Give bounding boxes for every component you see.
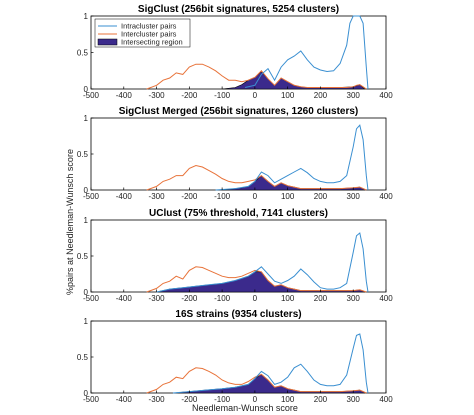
panel-title: SigClust (256bit signatures, 5254 cluste… — [138, 4, 339, 15]
intracluster-line — [215, 124, 369, 191]
panel-title: SigClust Merged (256bit signatures, 1260… — [119, 106, 359, 117]
x-tick-label: 200 — [314, 395, 328, 404]
x-axis-label: Needleman-Wunsch score — [192, 403, 298, 413]
axes-box — [90, 117, 387, 191]
y-tick-label: 1 — [84, 12, 89, 21]
x-tick-label: -100 — [214, 192, 231, 201]
x-tick-label: -100 — [214, 395, 231, 404]
x-tick-label: -500 — [83, 395, 100, 404]
x-tick-label: -400 — [116, 395, 133, 404]
intercluster-line — [146, 266, 367, 293]
y-tick-label: 1 — [84, 216, 89, 225]
x-tick-label: -300 — [149, 91, 166, 100]
intercluster-line — [146, 63, 367, 90]
y-tick-label: 0.5 — [77, 252, 89, 261]
x-tick-label: -100 — [214, 294, 231, 303]
panel-title: UClust (75% threshold, 7141 clusters) — [149, 208, 328, 219]
x-tick-label: 100 — [281, 91, 295, 100]
x-tick-label: 100 — [281, 395, 295, 404]
x-tick-label: -200 — [181, 192, 198, 201]
x-tick-label: -400 — [116, 192, 133, 201]
x-tick-label: 400 — [379, 395, 393, 404]
y-axis-label: %pairs at Needleman-Wunsch score — [65, 149, 75, 295]
y-tick-label: 0.5 — [77, 353, 89, 362]
panels: SigClust (256bit signatures, 5254 cluste… — [77, 4, 393, 404]
panel-2: SigClust Merged (256bit signatures, 1260… — [77, 106, 393, 201]
x-tick-label: -200 — [181, 91, 198, 100]
x-tick-label: 100 — [281, 192, 295, 201]
panel-3: UClust (75% threshold, 7141 clusters) -50… — [77, 208, 393, 303]
x-tick-label: 200 — [314, 91, 328, 100]
x-tick-label: 300 — [347, 91, 361, 100]
x-tick-label: -100 — [214, 91, 231, 100]
x-tick-label: -400 — [116, 294, 133, 303]
legend-label: Intercluster pairs — [121, 30, 177, 39]
intracluster-line — [244, 15, 369, 90]
panel-4: 16S strains (9354 clusters) -500 -400 -300 -… — [77, 309, 393, 404]
y-tick-label: 0 — [84, 288, 89, 297]
panel-1: SigClust (256bit signatures, 5254 cluste… — [77, 4, 393, 100]
x-tick-label: 400 — [379, 192, 393, 201]
x-tick-label: -300 — [149, 395, 166, 404]
x-tick-label: 0 — [253, 395, 258, 404]
intercluster-line — [146, 367, 367, 394]
x-tick-label: -500 — [83, 192, 100, 201]
x-tick-label: 300 — [347, 395, 361, 404]
x-tick-label: -500 — [83, 91, 100, 100]
y-tick-label: 0 — [84, 186, 89, 195]
x-tick-label: 0 — [253, 294, 258, 303]
x-tick-label: -300 — [149, 192, 166, 201]
y-tick-label: 1 — [84, 114, 89, 123]
x-tick-label: 200 — [314, 192, 328, 201]
y-tick-label: 0 — [84, 389, 89, 398]
intersecting-area — [222, 71, 366, 90]
x-tick-label: -400 — [116, 91, 133, 100]
legend-swatch — [97, 38, 118, 46]
x-tick-label: -200 — [181, 395, 198, 404]
x-tick-label: -200 — [181, 294, 198, 303]
legend-label: Intersecting region — [121, 38, 183, 47]
intracluster-line — [156, 232, 369, 293]
x-tick-label: 400 — [379, 294, 393, 303]
x-tick-label: 300 — [347, 192, 361, 201]
y-tick-label: 0.5 — [77, 150, 89, 159]
legend-label: Intracluster pairs — [121, 22, 177, 31]
y-tick-label: 1 — [84, 317, 89, 326]
x-tick-label: 300 — [347, 294, 361, 303]
x-tick-label: 0 — [253, 91, 258, 100]
intercluster-line — [146, 164, 367, 191]
y-tick-label: 0.5 — [77, 49, 89, 58]
y-tick-label: 0 — [84, 85, 89, 94]
x-tick-label: -500 — [83, 294, 100, 303]
x-tick-label: 200 — [314, 294, 328, 303]
x-tick-label: 0 — [253, 192, 258, 201]
panel-title: 16S strains (9354 clusters) — [175, 309, 301, 320]
x-tick-label: 100 — [281, 294, 295, 303]
x-tick-label: 400 — [379, 91, 393, 100]
x-tick-label: -300 — [149, 294, 166, 303]
intracluster-line — [172, 333, 369, 394]
